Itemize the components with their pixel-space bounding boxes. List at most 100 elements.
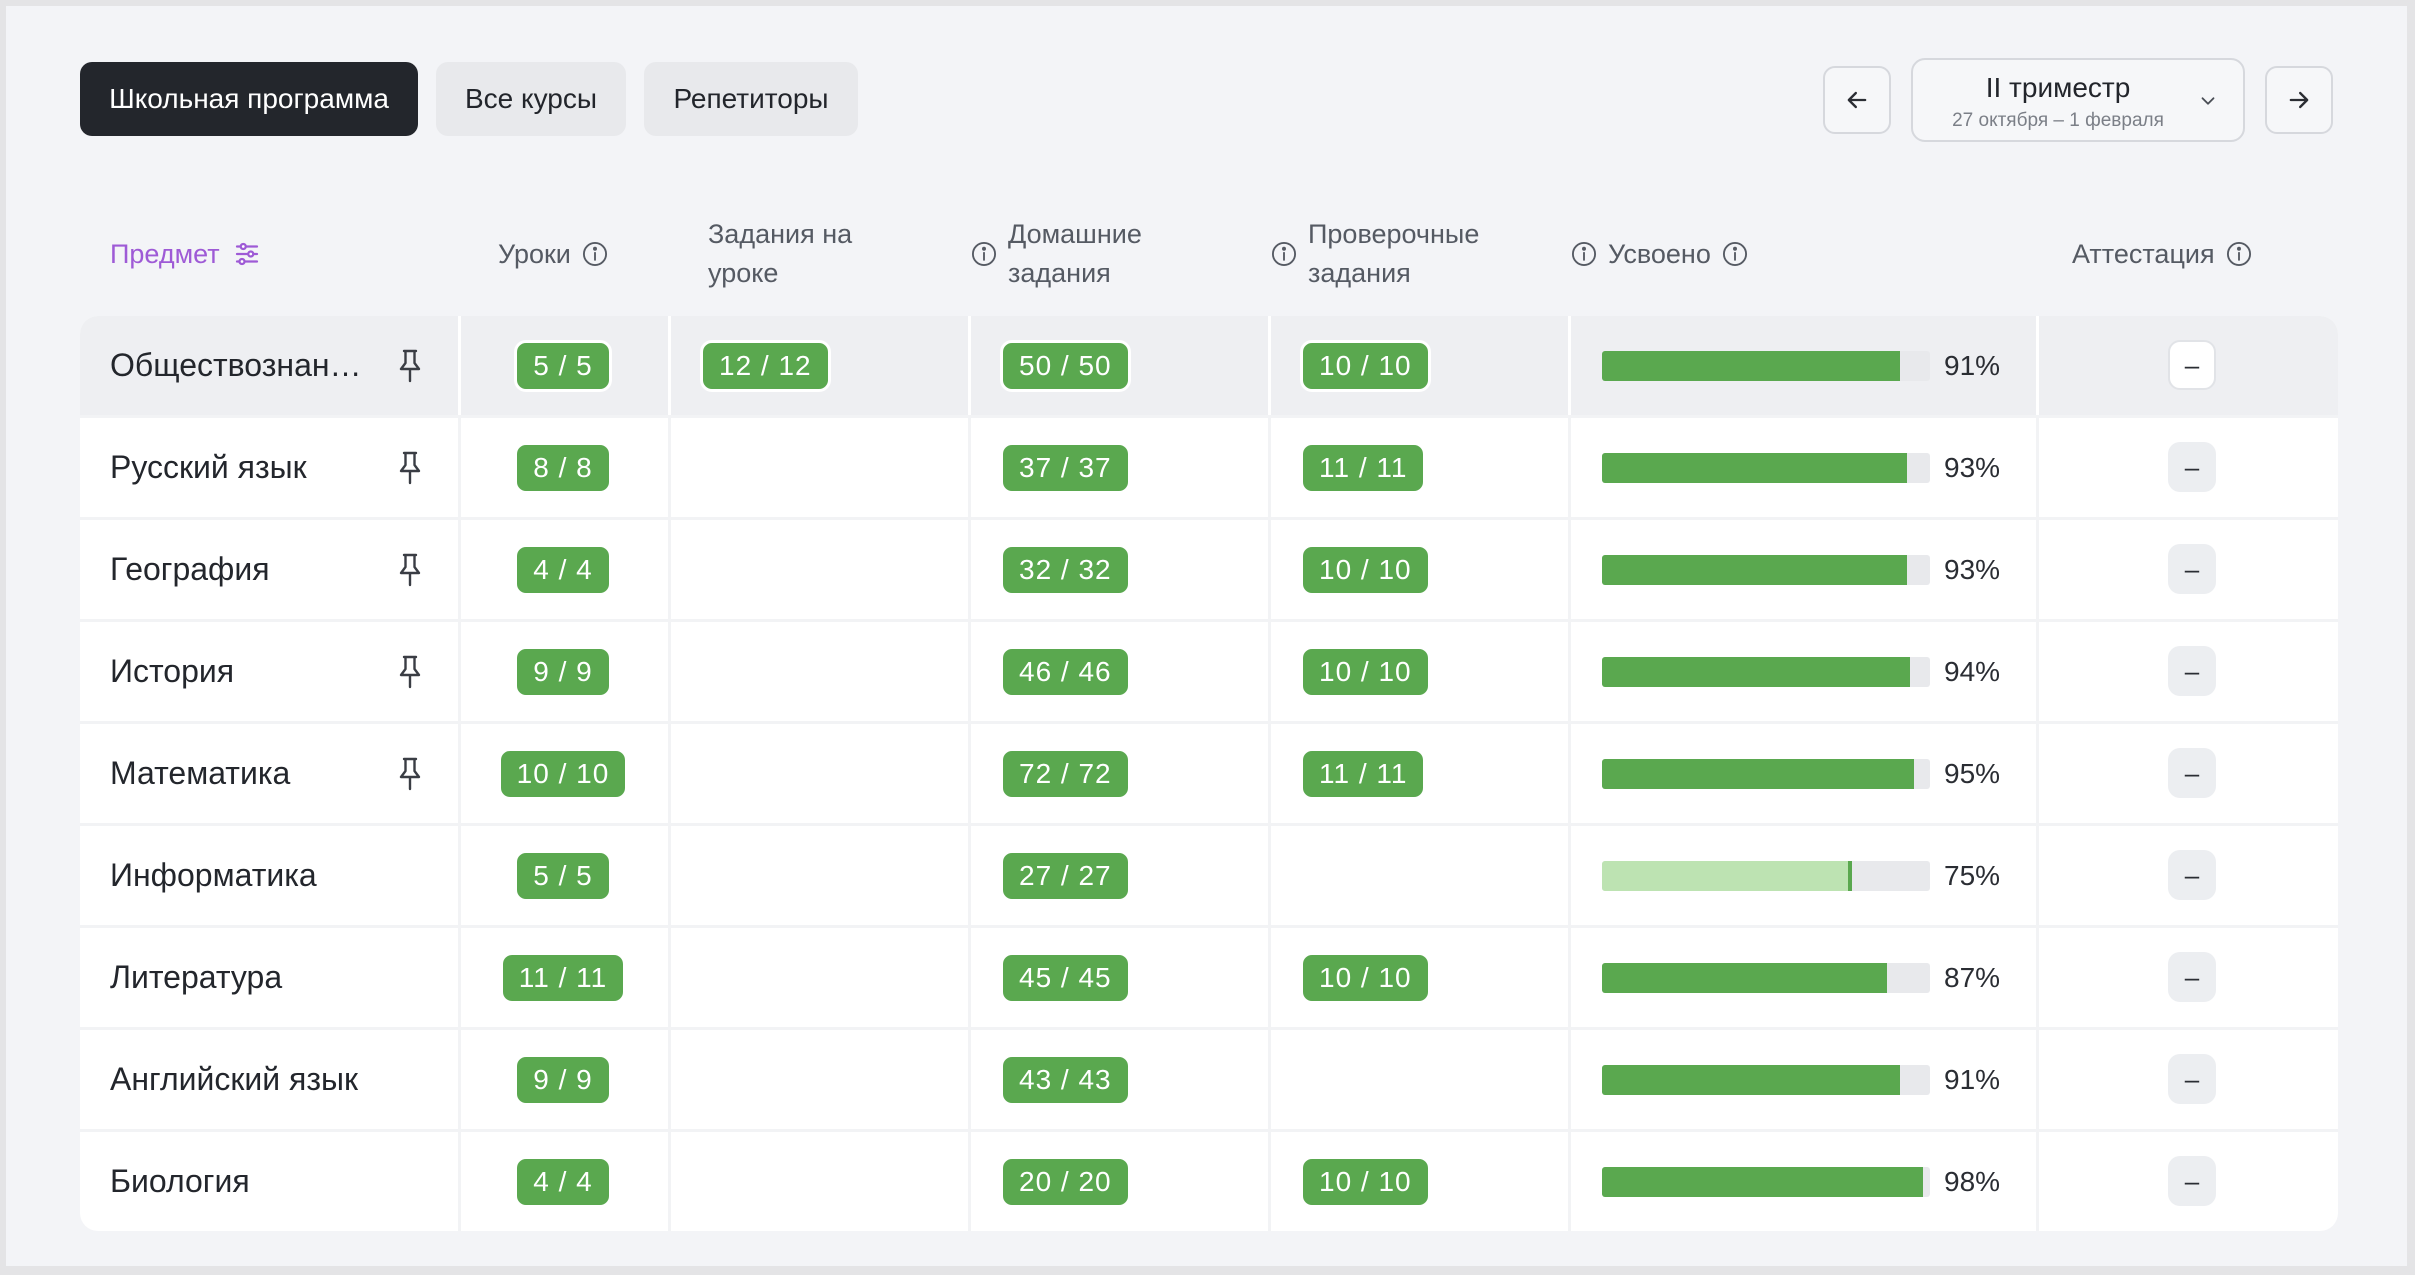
attestation-button[interactable]: – xyxy=(2168,544,2216,594)
homework-badge: 46 / 46 xyxy=(1000,645,1131,698)
info-icon[interactable] xyxy=(1721,240,1749,268)
mastered-progress-bar xyxy=(1602,1065,1930,1095)
table-row[interactable]: Информатика 5 / 5 27 / 27 75% – xyxy=(80,826,2338,928)
lessons-badge: 10 / 10 xyxy=(497,747,629,800)
program-tabs: Школьная программа Все курсы Репетиторы xyxy=(80,62,858,136)
mastered-progress-fill xyxy=(1602,657,1911,687)
attestation-button[interactable]: – xyxy=(2168,850,2216,900)
attestation-button[interactable]: – xyxy=(2168,340,2216,390)
subject-name[interactable]: Математика xyxy=(110,755,291,791)
lesson-tasks-cell: 12 / 12 xyxy=(700,316,831,415)
attestation-button[interactable]: – xyxy=(2168,748,2216,798)
table-row[interactable]: Математика 10 / 10 72 / 72 11 / 11 95% – xyxy=(80,724,2338,826)
subject-name[interactable]: География xyxy=(110,551,270,587)
homework-badge: 43 / 43 xyxy=(1000,1053,1131,1106)
subjects-table: Предмет Уроки Задания на уроке Домашние за… xyxy=(80,192,2338,1231)
homework-badge: 50 / 50 xyxy=(1000,339,1131,392)
table-row[interactable]: Английский язык 9 / 9 43 / 43 91% – xyxy=(80,1030,2338,1132)
info-icon[interactable] xyxy=(970,240,998,268)
mastered-percent: 93% xyxy=(1944,451,2001,483)
mastered-progress-fill xyxy=(1602,555,1908,585)
mastered-progress-bar xyxy=(1602,759,1930,789)
mastered-progress-bar xyxy=(1602,351,1930,381)
pin-icon[interactable] xyxy=(392,448,428,488)
subject-name[interactable]: История xyxy=(110,653,235,689)
pin-icon[interactable] xyxy=(392,652,428,692)
table-row[interactable]: Русский язык 8 / 8 37 / 37 11 / 11 93% – xyxy=(80,418,2338,520)
mastered-progress-fill xyxy=(1602,1065,1901,1095)
lessons-badge: 5 / 5 xyxy=(514,339,612,392)
homework-cell: 50 / 50 xyxy=(1000,316,1131,415)
lessons-badge: 4 / 4 xyxy=(514,543,612,596)
tests-badge: 11 / 11 xyxy=(1300,747,1427,800)
lessons-badge: 9 / 9 xyxy=(514,645,612,698)
mastered-progress-bar xyxy=(1602,453,1930,483)
pin-icon[interactable] xyxy=(392,550,428,590)
subject-name[interactable]: Биология xyxy=(110,1163,250,1199)
next-period-button[interactable] xyxy=(2265,66,2333,134)
col-lessons: Уроки xyxy=(498,192,609,316)
filter-icon[interactable] xyxy=(232,239,262,269)
table-header: Предмет Уроки Задания на уроке Домашние за… xyxy=(80,192,2338,316)
table-row[interactable]: География 4 / 4 32 / 32 10 / 10 93% – xyxy=(80,520,2338,622)
subject-name[interactable]: Русский язык xyxy=(110,449,307,485)
mastered-progress-bar xyxy=(1602,1167,1930,1197)
period-select[interactable]: II триместр 27 октября – 1 февраля xyxy=(1911,58,2245,142)
homework-badge: 72 / 72 xyxy=(1000,747,1131,800)
mastered-progress-fill xyxy=(1602,453,1908,483)
mastered-percent: 75% xyxy=(1944,859,2001,891)
lessons-cell: 4 / 4 xyxy=(458,520,668,619)
attestation-button[interactable]: – xyxy=(2168,646,2216,696)
col-tests: Проверочные задания xyxy=(1308,192,1598,316)
tests-badge: 10 / 10 xyxy=(1300,1155,1431,1208)
subject-name[interactable]: Информатика xyxy=(110,857,317,893)
arrow-right-icon xyxy=(2289,91,2309,109)
table-row[interactable]: Обществознан… 5 / 5 12 / 12 50 / 50 10 /… xyxy=(80,316,2338,418)
mastered-progress-fill xyxy=(1602,759,1914,789)
attestation-button[interactable]: – xyxy=(2168,442,2216,492)
mastered-percent: 91% xyxy=(1944,1063,2001,1095)
subject-name[interactable]: Английский язык xyxy=(110,1061,359,1097)
lessons-cell: 9 / 9 xyxy=(458,622,668,721)
lessons-badge: 9 / 9 xyxy=(514,1053,612,1106)
homework-cell: 46 / 46 xyxy=(1000,622,1131,721)
tab-tutors[interactable]: Репетиторы xyxy=(644,62,858,136)
tests-badge: 10 / 10 xyxy=(1300,951,1431,1004)
pin-icon[interactable] xyxy=(392,346,428,386)
tests-cell: 11 / 11 xyxy=(1300,418,1427,517)
tests-cell: 10 / 10 xyxy=(1300,622,1431,721)
subject-name[interactable]: Обществознан… xyxy=(110,347,362,383)
attestation-button[interactable]: – xyxy=(2168,1156,2216,1206)
mastered-percent: 91% xyxy=(1944,349,2001,381)
table-row[interactable]: Биология 4 / 4 20 / 20 10 / 10 98% – xyxy=(80,1132,2338,1231)
pin-icon[interactable] xyxy=(392,754,428,794)
tests-cell: 10 / 10 xyxy=(1300,928,1431,1027)
info-icon[interactable] xyxy=(2225,240,2253,268)
attestation-button[interactable]: – xyxy=(2168,952,2216,1002)
prev-period-button[interactable] xyxy=(1823,66,1891,134)
grades-panel: Школьная программа Все курсы Репетиторы … xyxy=(6,6,2407,1266)
mastered-percent: 95% xyxy=(1944,757,2001,789)
homework-cell: 32 / 32 xyxy=(1000,520,1131,619)
col-lesson-tasks-label: Задания на уроке xyxy=(708,219,853,288)
mastered-percent: 94% xyxy=(1944,655,2001,687)
table-row[interactable]: История 9 / 9 46 / 46 10 / 10 94% – xyxy=(80,622,2338,724)
col-mastered-label: Усвоено xyxy=(1608,238,1711,269)
col-subject[interactable]: Предмет xyxy=(110,192,262,316)
lessons-badge: 11 / 11 xyxy=(499,951,627,1004)
attestation-button[interactable]: – xyxy=(2168,1054,2216,1104)
table-row[interactable]: Литература 11 / 11 45 / 45 10 / 10 87% – xyxy=(80,928,2338,1030)
period-switcher: II триместр 27 октября – 1 февраля xyxy=(1823,58,2333,142)
subject-name[interactable]: Литература xyxy=(110,959,283,995)
tab-all-courses[interactable]: Все курсы xyxy=(436,62,626,136)
mastered-progress-bar xyxy=(1602,861,1930,891)
info-icon[interactable] xyxy=(1570,240,1598,268)
info-icon[interactable] xyxy=(1270,240,1298,268)
tab-school-program[interactable]: Школьная программа xyxy=(80,62,418,136)
info-icon[interactable] xyxy=(581,240,609,268)
period-title: II триместр xyxy=(1985,72,2131,103)
col-tests-label: Проверочные задания xyxy=(1308,219,1480,288)
homework-cell: 72 / 72 xyxy=(1000,724,1131,823)
mastered-progress-bar xyxy=(1602,657,1930,687)
lessons-badge: 8 / 8 xyxy=(514,441,612,494)
